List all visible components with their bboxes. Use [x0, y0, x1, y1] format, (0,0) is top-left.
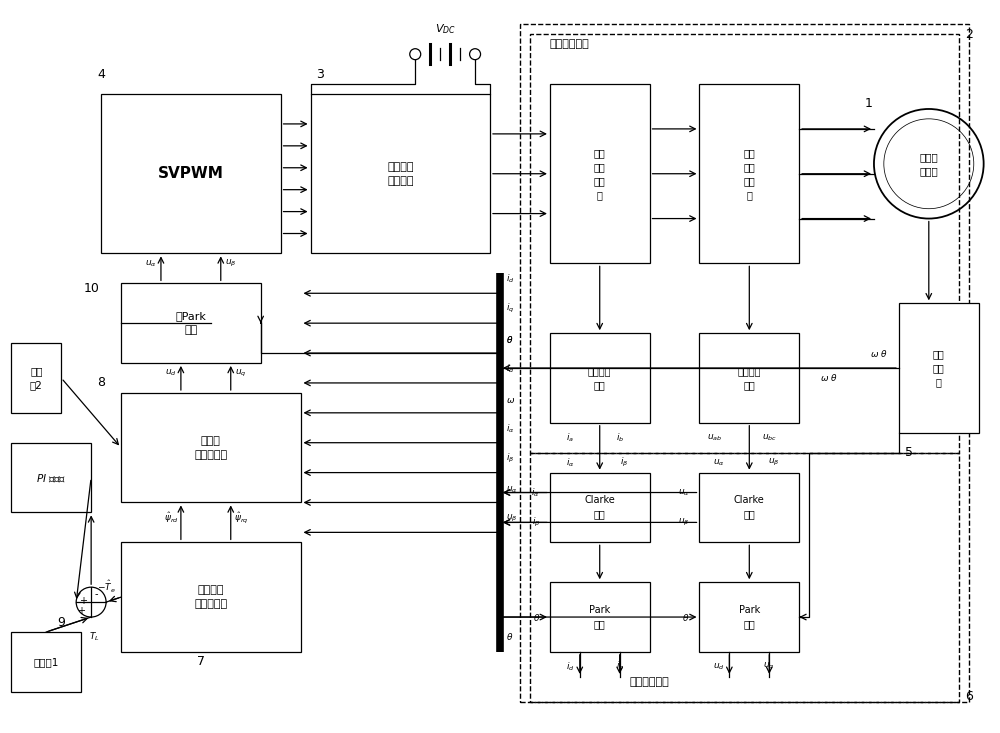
Text: $i_\beta$: $i_\beta$	[620, 456, 629, 469]
Text: $\hat{\psi}_{rd}$: $\hat{\psi}_{rd}$	[164, 510, 178, 525]
Text: $u_\alpha$: $u_\alpha$	[713, 457, 725, 468]
Text: $u_\beta$: $u_\beta$	[225, 258, 237, 269]
Text: $u_{bc}$: $u_{bc}$	[762, 432, 777, 443]
Text: $i_d$: $i_d$	[506, 273, 515, 285]
Text: $i_\alpha$: $i_\alpha$	[531, 486, 540, 498]
Text: $u_q$: $u_q$	[235, 367, 246, 378]
Text: 3: 3	[317, 67, 324, 81]
Bar	[101, 94, 281, 254]
Bar	[530, 34, 959, 453]
Text: Park
变换: Park 变换	[739, 605, 760, 629]
Text: 三相桥式
逆变电路: 三相桥式 逆变电路	[387, 162, 414, 185]
Bar	[11, 632, 81, 692]
Text: $-\hat{T}_e$: $-\hat{T}_e$	[97, 579, 116, 595]
Text: $u_\alpha$: $u_\alpha$	[145, 258, 157, 268]
Text: 三相
电流
互感
器: 三相 电流 互感 器	[594, 148, 606, 199]
Bar	[550, 473, 650, 542]
Text: $i_\alpha$: $i_\alpha$	[506, 422, 515, 435]
Text: $\theta$: $\theta$	[506, 334, 513, 345]
Text: $i_q$: $i_q$	[506, 302, 514, 315]
Bar	[11, 343, 61, 413]
Text: 电压采样
电路: 电压采样 电路	[738, 366, 761, 390]
Text: $\theta$: $\theta$	[506, 334, 513, 345]
Text: 上位
机2: 上位 机2	[30, 366, 43, 390]
Text: $i_d$: $i_d$	[566, 660, 574, 673]
Text: $\omega$: $\omega$	[506, 396, 515, 405]
Bar	[520, 24, 969, 701]
Text: SVPWM: SVPWM	[158, 166, 224, 181]
Text: 9: 9	[57, 616, 65, 628]
Text: -: -	[94, 589, 98, 599]
Text: 自抗扰
电流控制器: 自抗扰 电流控制器	[194, 435, 227, 460]
Bar	[11, 443, 91, 512]
Text: $u_\alpha$: $u_\alpha$	[506, 484, 518, 495]
Text: $u_\beta$: $u_\beta$	[768, 457, 780, 468]
Text: +: +	[77, 606, 85, 616]
Text: $i_\beta$: $i_\beta$	[506, 452, 514, 465]
Text: 7: 7	[197, 655, 205, 668]
Text: $u_{ab}$: $u_{ab}$	[707, 432, 722, 443]
Text: 电流采样
电路: 电流采样 电路	[588, 366, 611, 390]
Bar	[121, 542, 301, 652]
Bar	[550, 84, 650, 263]
Bar	[530, 453, 959, 701]
Text: Park
变换: Park 变换	[589, 605, 610, 629]
Bar	[550, 582, 650, 652]
Text: $u_q$: $u_q$	[763, 661, 775, 672]
Bar	[550, 333, 650, 423]
Text: $PI$ 控制器: $PI$ 控制器	[36, 471, 66, 484]
Bar	[121, 393, 301, 503]
Bar	[311, 94, 490, 254]
Text: $u_d$: $u_d$	[165, 368, 177, 378]
Text: $u_\beta$: $u_\beta$	[678, 517, 689, 528]
Text: $\theta$: $\theta$	[506, 631, 513, 642]
Text: $u_d$: $u_d$	[713, 662, 725, 672]
Text: $T_L$: $T_L$	[89, 630, 99, 644]
Text: 6: 6	[965, 690, 973, 703]
Text: $\hat{\psi}_{rq}$: $\hat{\psi}_{rq}$	[234, 510, 248, 525]
Text: $i_q$: $i_q$	[616, 660, 624, 674]
Text: $\omega\ \theta$: $\omega\ \theta$	[820, 372, 838, 383]
Text: 永磁同
步电机: 永磁同 步电机	[919, 152, 938, 176]
Bar	[699, 582, 799, 652]
Text: $u_\alpha$: $u_\alpha$	[678, 487, 689, 498]
Text: 10: 10	[83, 281, 99, 295]
Text: $\theta$: $\theta$	[682, 611, 689, 622]
Text: $u_\beta$: $u_\beta$	[506, 513, 518, 524]
Bar	[899, 303, 979, 432]
Text: 5: 5	[905, 446, 913, 459]
Text: $i_d$: $i_d$	[506, 362, 515, 375]
Text: 逆Park
变换: 逆Park 变换	[175, 312, 206, 335]
Bar	[121, 284, 261, 363]
Text: 1: 1	[865, 97, 873, 111]
Text: $\omega\ \theta$: $\omega\ \theta$	[870, 347, 888, 358]
Text: $i_b$: $i_b$	[616, 432, 624, 444]
Text: Clarke
变换: Clarke 变换	[584, 496, 615, 520]
Text: $i_a$: $i_a$	[566, 432, 574, 444]
Text: 2: 2	[965, 28, 973, 41]
Text: 坐标变换模块: 坐标变换模块	[630, 677, 669, 687]
Text: 光电
编码
器: 光电 编码 器	[933, 349, 945, 387]
Text: $\theta$: $\theta$	[533, 611, 540, 622]
Text: Clarke
变换: Clarke 变换	[734, 496, 765, 520]
Text: $i_\alpha$: $i_\alpha$	[566, 457, 574, 469]
Bar	[699, 333, 799, 423]
Text: 扩展磁链
滑模观测器: 扩展磁链 滑模观测器	[194, 585, 227, 609]
Bar	[699, 473, 799, 542]
Text: $i_\beta$: $i_\beta$	[532, 516, 540, 529]
Text: 8: 8	[97, 377, 105, 389]
Text: 4: 4	[97, 67, 105, 81]
Text: +: +	[79, 596, 87, 606]
Text: $V_{DC}$: $V_{DC}$	[435, 23, 456, 36]
Text: 上位机1: 上位机1	[34, 657, 59, 667]
Text: 三相
电压
互感
器: 三相 电压 互感 器	[743, 148, 755, 199]
Text: 信号采集单元: 信号采集单元	[550, 40, 590, 49]
Bar	[699, 84, 799, 263]
